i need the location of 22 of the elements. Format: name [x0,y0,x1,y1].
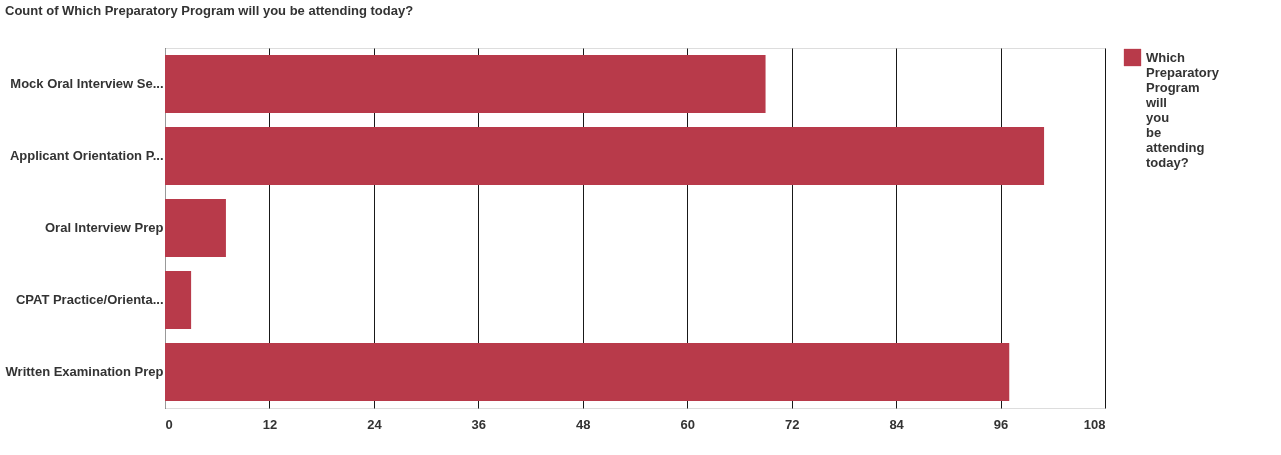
bar [165,271,192,329]
legend-label: Which Preparatory Program will you be attending today? [1145,49,1220,170]
x-tick-label: 24 [367,416,383,432]
x-tick-label: 48 [576,416,591,432]
y-tick-label: Oral Interview Prep [45,220,164,235]
y-tick-label: Written Examination Prep [5,364,164,379]
bar [165,127,1045,185]
x-tick-label: 0 [165,416,173,432]
x-tick-label: 84 [889,416,905,432]
bar [165,343,1010,401]
y-tick-label: CPAT Practice/Orienta... [15,292,164,307]
x-tick-label: 36 [471,416,487,432]
y-tick-label: Mock Oral Interview Se... [10,76,164,91]
bar [165,199,226,257]
x-tick-label: 12 [262,416,278,432]
x-tick-label: 72 [784,416,800,432]
x-tick-label: 60 [680,416,695,432]
chart-title: Count of Which Preparatory Program will you be attending today? [5,3,414,18]
bar [165,55,766,113]
x-tick-label: 96 [993,416,1009,432]
x-tick-label: 108 [1083,416,1106,432]
y-tick-label: Applicant Orientation P... [9,148,164,163]
